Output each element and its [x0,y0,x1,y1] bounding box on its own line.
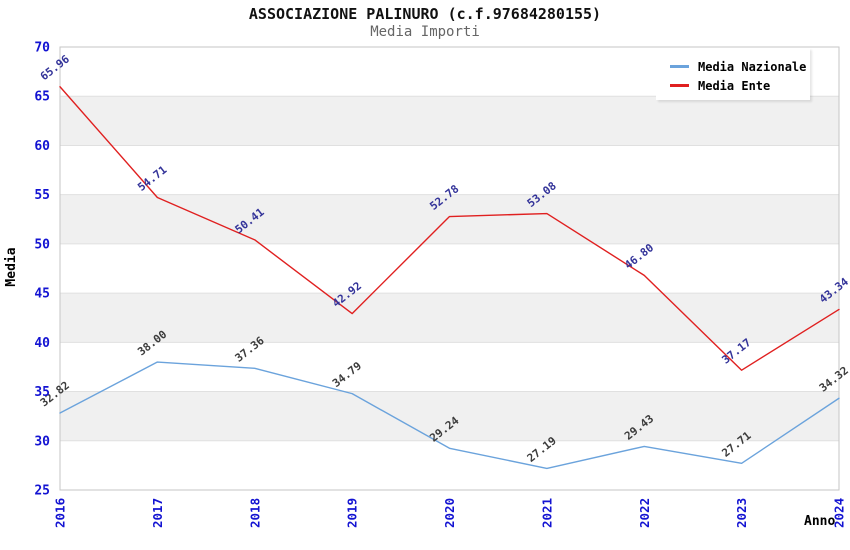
svg-text:60: 60 [34,139,50,154]
svg-text:55: 55 [34,188,50,203]
legend-line-swatch-icon [670,65,689,68]
svg-text:40: 40 [34,336,50,351]
legend-line-swatch-icon [670,84,689,87]
legend: Media Nazionale Media Ente [656,48,810,100]
svg-text:25: 25 [34,484,50,499]
svg-text:2018: 2018 [247,498,262,528]
svg-text:2021: 2021 [539,498,554,528]
chart-subtitle: Media Importi [370,24,480,40]
svg-text:2024: 2024 [832,498,847,528]
svg-text:54.71: 54.71 [135,163,169,194]
legend-label: Media Nazionale [698,59,807,74]
svg-text:30: 30 [34,434,50,449]
svg-text:46.80: 46.80 [622,241,656,272]
svg-text:2022: 2022 [637,498,652,528]
svg-text:2016: 2016 [53,498,68,528]
legend-item-media-ente: Media Ente [670,76,810,95]
chart-title: ASSOCIAZIONE PALINURO (c.f.97684280155) [248,5,602,23]
legend-label: Media Ente [698,78,771,93]
svg-text:2019: 2019 [345,498,360,528]
svg-text:2017: 2017 [150,498,165,528]
svg-text:35: 35 [34,385,50,400]
svg-text:34.79: 34.79 [330,359,364,390]
svg-text:34.32: 34.32 [817,364,850,395]
legend-item-media-nazionale: Media Nazionale [670,57,810,76]
svg-text:70: 70 [34,41,50,56]
x-axis-title: Anno [804,514,836,529]
svg-text:2023: 2023 [734,498,749,528]
svg-text:45: 45 [34,287,50,302]
svg-text:65: 65 [34,90,50,105]
y-axis-title: Media [4,247,19,287]
svg-text:2020: 2020 [442,498,457,528]
svg-text:50: 50 [34,237,50,252]
svg-text:65.96: 65.96 [38,52,72,83]
